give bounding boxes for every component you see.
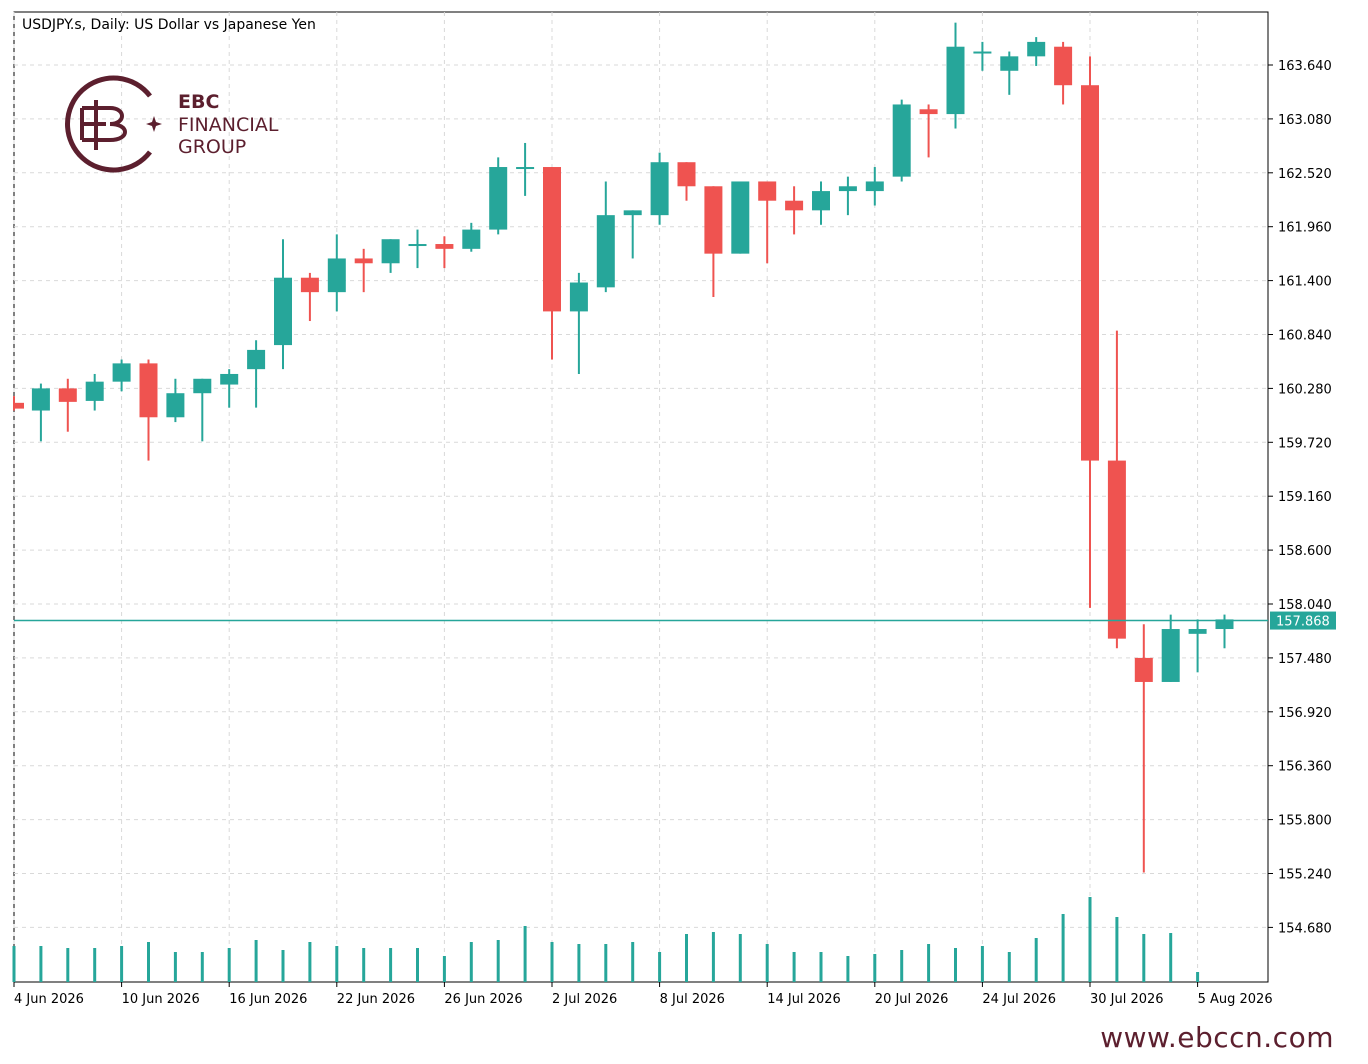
candle-body xyxy=(112,363,131,382)
candle-body xyxy=(704,186,723,254)
candle-body xyxy=(462,229,481,249)
candle-body xyxy=(596,215,615,288)
candle-body xyxy=(300,277,319,293)
y-tick-label: 159.720 xyxy=(1278,436,1332,451)
candle-body xyxy=(569,282,588,312)
candle-body xyxy=(1161,629,1180,682)
candle-body xyxy=(1215,619,1234,630)
candle-body xyxy=(31,388,50,411)
candle-body xyxy=(354,258,373,264)
x-tick-label: 4 Jun 2026 xyxy=(14,992,84,1007)
y-tick-label: 161.400 xyxy=(1278,275,1332,290)
x-tick-label: 22 Jun 2026 xyxy=(337,992,415,1007)
candle-body xyxy=(812,191,830,211)
current-price-label: 157.868 xyxy=(1276,615,1330,630)
plot-frame xyxy=(13,11,1269,983)
y-tick-label: 163.080 xyxy=(1278,113,1332,128)
website-url: www.ebccn.com xyxy=(1100,1021,1334,1054)
candle-body xyxy=(516,167,535,170)
x-axis: 4 Jun 2026 10 Jun 2026 16 Jun 2026 22 Jun 2… xyxy=(13,982,1273,1007)
candle-body xyxy=(274,277,292,346)
candle-body xyxy=(623,210,642,216)
y-tick-label: 160.280 xyxy=(1278,382,1332,397)
candle-body xyxy=(838,186,857,192)
volume-bars xyxy=(12,897,1200,982)
candle-body xyxy=(220,373,239,385)
candle-body xyxy=(435,244,454,249)
candle-body xyxy=(381,239,400,264)
candle-body xyxy=(892,104,911,177)
candle-body xyxy=(731,181,750,254)
candle-body xyxy=(1134,657,1153,682)
x-tick-label: 30 Jul 2026 xyxy=(1090,992,1164,1007)
x-tick-label: 16 Jun 2026 xyxy=(229,992,307,1007)
candle-body xyxy=(543,167,561,312)
logo-monogram xyxy=(80,100,127,150)
y-tick-label: 159.160 xyxy=(1278,490,1332,505)
candle-body xyxy=(865,181,884,192)
candle-body xyxy=(1107,460,1126,639)
candle-body xyxy=(1000,56,1019,71)
candle-body xyxy=(193,378,212,394)
x-tick-label: 26 Jun 2026 xyxy=(444,992,522,1007)
grid-lines xyxy=(13,12,1268,982)
x-tick-label: 20 Jul 2026 xyxy=(875,992,949,1007)
y-tick-label: 156.360 xyxy=(1278,760,1332,775)
x-tick-label: 14 Jul 2026 xyxy=(767,992,841,1007)
y-tick-label: 154.680 xyxy=(1278,921,1332,936)
candle-body xyxy=(58,388,77,402)
candle-body xyxy=(919,109,938,115)
y-axis: 163.640 163.080 162.520 161.960 161.400 160.8… xyxy=(1268,59,1332,936)
logo-sparkle-icon xyxy=(146,116,162,132)
candle-body xyxy=(139,363,158,418)
candle-body xyxy=(758,181,777,201)
candle-body xyxy=(1054,46,1073,86)
logo-line3: GROUP xyxy=(178,136,246,158)
candle-body xyxy=(327,258,346,293)
y-tick-label: 163.640 xyxy=(1278,59,1332,74)
y-tick-label: 156.920 xyxy=(1278,706,1332,721)
candle-body xyxy=(946,46,965,115)
x-tick-label: 10 Jun 2026 xyxy=(122,992,200,1007)
y-tick-label: 162.520 xyxy=(1278,167,1332,182)
x-tick-label: 2 Jul 2026 xyxy=(552,992,617,1007)
x-tick-label: 24 Jul 2026 xyxy=(982,992,1056,1007)
logo-ring xyxy=(65,75,152,173)
y-tick-label: 161.960 xyxy=(1278,221,1332,236)
candle-body xyxy=(85,381,104,401)
y-tick-label: 158.040 xyxy=(1278,598,1332,613)
candle-body xyxy=(677,162,696,187)
candle-body xyxy=(1027,41,1046,57)
current-price-badge xyxy=(1270,611,1336,630)
candle-body xyxy=(15,402,24,409)
chart-title: USDJPY.s, Daily: US Dollar vs Japanese Y… xyxy=(22,17,316,33)
candle-body xyxy=(247,349,266,370)
x-tick-label: 8 Jul 2026 xyxy=(660,992,725,1007)
candles xyxy=(13,22,1234,873)
candle-body xyxy=(166,393,185,418)
y-tick-label: 157.480 xyxy=(1278,652,1332,667)
candle-body xyxy=(489,167,508,230)
logo-line2: FINANCIAL xyxy=(178,114,279,136)
logo-line1: EBC xyxy=(178,91,219,113)
y-tick-label: 160.840 xyxy=(1278,329,1332,344)
candle-body xyxy=(1188,629,1207,634)
y-tick-label: 158.600 xyxy=(1278,544,1332,559)
current-price-line-group: 157.868 xyxy=(14,611,1336,630)
candle-body xyxy=(408,244,427,247)
x-tick-label: 5 Aug 2026 xyxy=(1198,992,1273,1007)
candle-body xyxy=(973,51,992,54)
candle-body xyxy=(785,200,804,211)
ebc-logo: EBC FINANCIAL GROUP xyxy=(65,75,279,173)
candle-body xyxy=(1081,85,1099,461)
y-tick-label: 155.800 xyxy=(1278,814,1332,829)
y-tick-label: 155.240 xyxy=(1278,868,1332,883)
candle-body xyxy=(650,162,669,216)
